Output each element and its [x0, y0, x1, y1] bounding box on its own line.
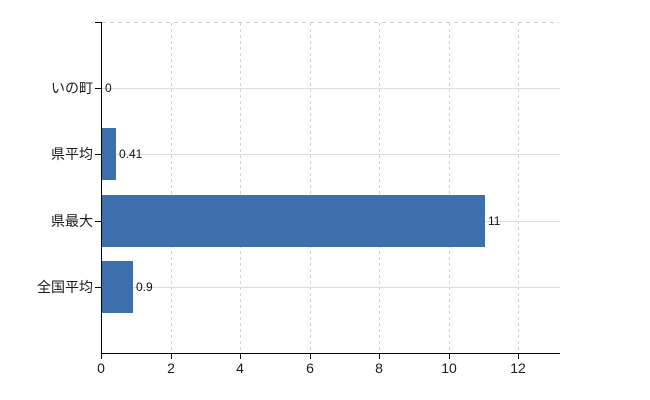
v-gridline	[449, 23, 450, 352]
category-label: 県平均	[51, 146, 93, 162]
x-axis-tick-mark	[310, 354, 311, 359]
x-tick-label: 12	[510, 360, 526, 376]
y-axis-top-tick-mark	[95, 22, 101, 23]
value-label: 11	[488, 214, 501, 228]
y-axis-line	[101, 22, 102, 354]
value-label: 0	[105, 81, 112, 95]
x-axis-tick-mark	[171, 354, 172, 359]
y-axis-tick-mark	[95, 88, 101, 89]
x-axis-tick-mark	[449, 354, 450, 359]
category-label: 全国平均	[37, 279, 93, 295]
v-gridline	[310, 23, 311, 352]
y-axis-tick-mark	[95, 221, 101, 222]
y-axis-tick-mark	[95, 154, 101, 155]
x-axis-tick-mark	[101, 354, 102, 359]
bar	[102, 261, 133, 313]
x-tick-label: 2	[167, 360, 175, 376]
value-label: 0.9	[136, 280, 153, 294]
v-gridline	[171, 23, 172, 352]
bar	[102, 195, 485, 247]
x-axis-line	[101, 353, 560, 354]
x-tick-label: 6	[306, 360, 314, 376]
plot-top-boundary-line	[102, 22, 559, 23]
x-tick-label: 4	[236, 360, 244, 376]
y-axis-tick-mark	[95, 287, 101, 288]
bar	[102, 128, 116, 180]
x-axis-tick-mark	[518, 354, 519, 359]
v-gridline	[518, 23, 519, 352]
h-gridline	[102, 287, 560, 288]
x-axis-tick-mark	[240, 354, 241, 359]
h-gridline	[102, 88, 560, 89]
category-label: いの町	[51, 80, 93, 96]
x-tick-label: 10	[441, 360, 457, 376]
v-gridline	[379, 23, 380, 352]
x-tick-label: 0	[97, 360, 105, 376]
x-axis-tick-mark	[379, 354, 380, 359]
v-gridline	[240, 23, 241, 352]
x-tick-label: 8	[375, 360, 383, 376]
category-label: 県最大	[51, 213, 93, 229]
value-label: 0.41	[119, 147, 143, 161]
h-gridline	[102, 154, 560, 155]
